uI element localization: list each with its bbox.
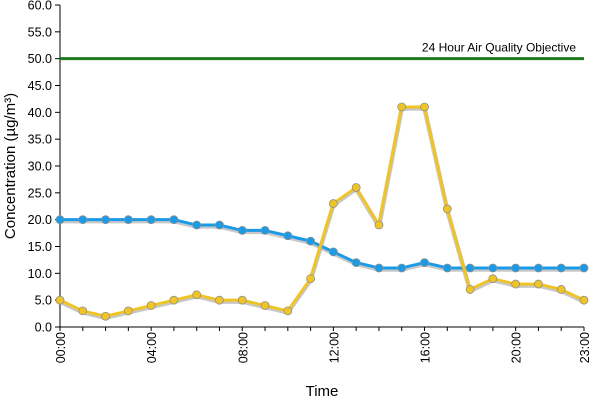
data-point xyxy=(192,290,202,300)
data-point xyxy=(442,263,452,273)
data-point xyxy=(237,295,247,305)
y-tick-label: 5.0 xyxy=(35,294,52,308)
data-point xyxy=(351,183,361,192)
data-point xyxy=(306,236,316,246)
x-tick-label: 00:00 xyxy=(54,332,68,363)
y-tick-label: 30.0 xyxy=(28,160,52,174)
y-tick-label: 20.0 xyxy=(28,213,52,227)
data-point xyxy=(534,279,543,289)
y-axis-title: Concentration (µg/m³) xyxy=(2,93,19,239)
data-point xyxy=(556,285,566,294)
data-point xyxy=(169,295,179,305)
y-axis-ticks: 0.0 5.0 10.0 15.0 20.0 25.0 30.0 35.0 40.0 45.0 50… xyxy=(28,0,60,335)
data-point xyxy=(78,215,88,225)
y-tick-label: 40.0 xyxy=(28,106,52,120)
y-tick-label: 55.0 xyxy=(28,25,52,39)
data-point xyxy=(397,263,407,273)
series-group xyxy=(55,102,589,321)
data-point xyxy=(283,231,293,241)
y-tick-label: 10.0 xyxy=(28,267,52,281)
data-point xyxy=(420,258,429,268)
x-axis-ticks: 00:00 04:00 08:00 12:00 16:00 20:00 23:00 xyxy=(54,327,592,363)
data-point xyxy=(328,199,338,208)
data-point xyxy=(123,215,133,225)
data-point xyxy=(55,295,65,305)
data-point xyxy=(215,220,224,230)
data-point xyxy=(55,215,65,225)
data-point xyxy=(123,306,133,316)
data-point xyxy=(169,215,179,225)
data-point xyxy=(351,258,361,268)
data-point xyxy=(101,215,110,225)
air-quality-objective: 24 Hour Air Quality Objective xyxy=(60,41,584,61)
data-point xyxy=(192,220,202,230)
data-point xyxy=(374,263,384,273)
data-point xyxy=(374,220,384,230)
data-point xyxy=(556,263,566,273)
data-point xyxy=(101,311,110,321)
data-point xyxy=(579,263,589,273)
data-point xyxy=(306,274,316,284)
data-point xyxy=(260,301,270,310)
y-tick-label: 0.0 xyxy=(35,321,52,335)
y-tick-label: 60.0 xyxy=(28,0,52,13)
x-tick-label: 16:00 xyxy=(419,332,433,363)
x-axis-title: Time xyxy=(306,383,339,400)
data-point xyxy=(146,301,156,310)
series-line-shadow xyxy=(59,106,585,321)
data-point xyxy=(420,102,429,112)
data-point xyxy=(237,225,247,235)
y-tick-label: 15.0 xyxy=(28,240,52,254)
y-tick-label: 45.0 xyxy=(28,79,52,93)
y-tick-label: 35.0 xyxy=(28,133,52,147)
data-point xyxy=(328,247,338,257)
data-point xyxy=(579,295,589,305)
series-2 xyxy=(55,102,589,321)
data-point xyxy=(488,274,498,284)
data-point xyxy=(442,204,452,214)
y-tick-label: 25.0 xyxy=(28,186,52,200)
data-point xyxy=(283,306,293,316)
objective-label: 24 Hour Air Quality Objective xyxy=(422,41,576,55)
data-point xyxy=(260,225,270,235)
data-point xyxy=(511,279,521,289)
data-point xyxy=(215,295,224,305)
x-tick-label: 04:00 xyxy=(145,332,159,363)
data-point xyxy=(146,215,156,225)
data-point xyxy=(511,263,521,273)
data-point xyxy=(488,263,498,273)
data-point xyxy=(465,263,475,273)
x-tick-label: 08:00 xyxy=(236,332,250,363)
x-tick-label: 23:00 xyxy=(578,332,592,363)
data-point xyxy=(534,263,543,273)
y-tick-label: 50.0 xyxy=(28,52,52,66)
data-point xyxy=(465,285,475,294)
x-tick-label: 12:00 xyxy=(327,332,341,363)
data-point xyxy=(397,102,407,112)
x-tick-label: 20:00 xyxy=(510,332,524,363)
plot-area: 0.0 5.0 10.0 15.0 20.0 25.0 30.0 35.0 40.0 45.0 50… xyxy=(28,0,592,363)
data-point xyxy=(78,306,88,316)
